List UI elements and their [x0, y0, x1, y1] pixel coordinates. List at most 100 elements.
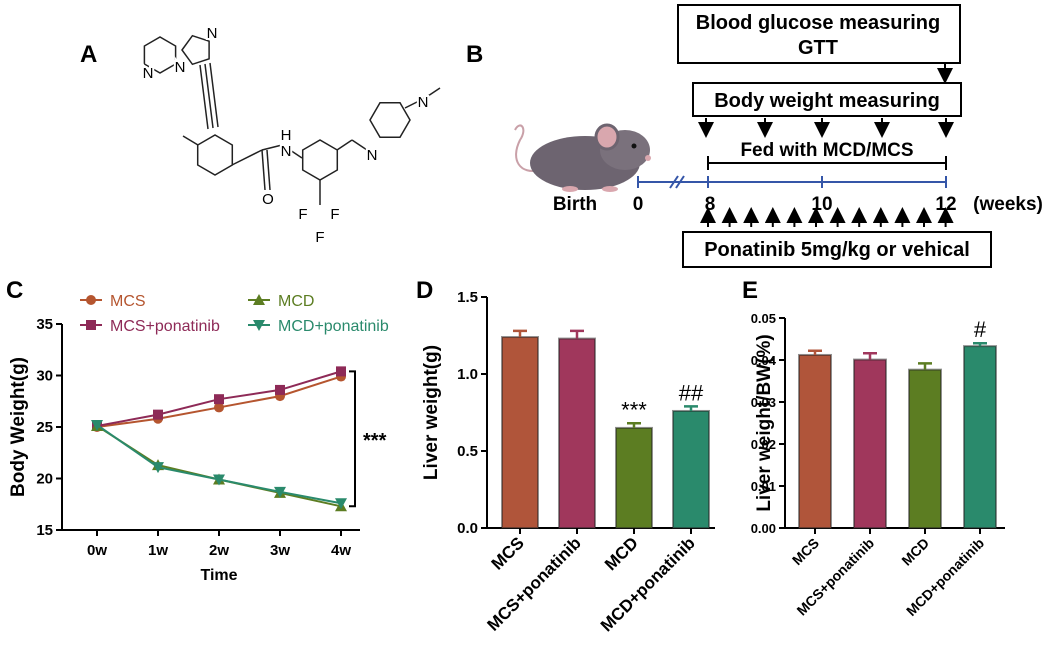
week-label: 0: [633, 194, 644, 215]
x-tick-label: 2w: [209, 542, 229, 559]
bond: [424, 87, 441, 99]
bond: [351, 139, 368, 151]
y-tick-label: 30: [36, 368, 53, 385]
fed-label: Fed with MCD/MCS: [740, 140, 913, 161]
series-line: [96, 424, 342, 505]
error-bar: [684, 405, 698, 411]
mouse-illustration: [514, 123, 651, 192]
bond: [209, 62, 219, 128]
y-tick-label: 0.05: [751, 311, 776, 326]
y-tick-label: 20: [36, 471, 53, 488]
atom-label: N: [367, 147, 378, 164]
bar: [963, 345, 997, 530]
y-tick-label: 35: [36, 316, 53, 333]
bar: [798, 353, 832, 529]
bond: [266, 149, 271, 191]
significance-bracket: [349, 370, 356, 508]
week-label: 10: [811, 194, 832, 215]
point: [214, 394, 224, 405]
point: [153, 409, 163, 420]
atom-label: F: [315, 229, 324, 246]
bond: [261, 144, 283, 151]
error-bar: [863, 352, 877, 360]
point: [214, 402, 224, 413]
ring: [369, 101, 411, 139]
bond: [336, 139, 353, 151]
box-text: Body weight measuring: [714, 90, 940, 112]
panel-label: D: [416, 277, 433, 304]
unit-label: (weeks): [973, 194, 1043, 215]
legend-label: MCS+ponatinib: [110, 318, 220, 335]
point: [91, 419, 103, 431]
x-tick-label: MCS: [789, 535, 822, 568]
point: [274, 486, 286, 498]
x-tick-label: MCD: [601, 533, 642, 574]
y-tick-label: 15: [36, 522, 53, 539]
atom-label: N: [418, 94, 429, 111]
bond: [182, 135, 199, 146]
legend-marker: [253, 320, 265, 331]
significance-label: #: [974, 317, 987, 342]
legend-label: MCD+ponatinib: [278, 318, 389, 335]
atom-label: F: [330, 206, 339, 223]
box-text: GTT: [798, 37, 838, 59]
atom-label: H: [281, 127, 292, 144]
legend-marker: [253, 294, 265, 305]
atom-label: N: [281, 143, 292, 160]
y-axis-label: Body Weight(g): [8, 357, 29, 497]
series-line: [96, 425, 342, 508]
y-tick-label: 0.04: [751, 353, 777, 368]
y-tick-label: 0.00: [751, 521, 776, 536]
atom-label: N: [143, 65, 154, 82]
x-tick-label: 0w: [87, 542, 107, 559]
significance-label: ***: [621, 397, 647, 422]
y-tick-label: 0.0: [457, 520, 478, 537]
y-axis-label: Liver weight/BW(%): [754, 334, 775, 511]
bar: [853, 358, 887, 529]
panel-label: C: [6, 277, 23, 304]
week-label: 8: [705, 194, 716, 215]
atom-label: N: [207, 25, 218, 42]
birth-label: Birth: [553, 194, 597, 215]
error-bar: [918, 362, 932, 370]
panel-label: E: [742, 277, 758, 304]
point: [152, 462, 164, 474]
timeline-frame: [637, 4, 992, 268]
y-tick-label: 0.02: [751, 437, 776, 452]
ring: [301, 139, 339, 181]
significance-label: ##: [679, 380, 704, 405]
bar: [558, 337, 596, 529]
atom-label: O: [262, 191, 274, 208]
error-bar: [570, 329, 584, 339]
significance-label: ***: [363, 430, 387, 452]
error-bar: [973, 341, 987, 347]
bond: [404, 97, 426, 109]
legend-marker: [86, 295, 96, 305]
bond: [261, 149, 266, 191]
panel-label: A: [80, 41, 97, 68]
week-label: 12: [935, 194, 956, 215]
atom-label: N: [175, 59, 186, 76]
legend-marker: [86, 320, 96, 330]
ring: [181, 34, 210, 66]
atom-label: F: [298, 206, 307, 223]
box-text: Blood glucose measuring: [696, 12, 940, 34]
ring: [196, 134, 234, 176]
bar: [501, 336, 539, 530]
x-axis-label: Time: [200, 567, 237, 584]
error-bar: [808, 349, 822, 355]
x-tick-label: MCS: [488, 533, 528, 573]
point: [335, 498, 347, 510]
bond: [204, 63, 214, 129]
y-tick-label: 0.01: [751, 479, 776, 494]
x-tick-label: MCD: [898, 535, 932, 569]
bond: [289, 149, 303, 159]
legend-label: MCD: [278, 293, 314, 310]
ring: [143, 36, 177, 74]
bar: [672, 409, 710, 529]
point: [336, 366, 346, 377]
legend-label: MCS: [110, 293, 146, 310]
error-bar: [627, 422, 641, 428]
